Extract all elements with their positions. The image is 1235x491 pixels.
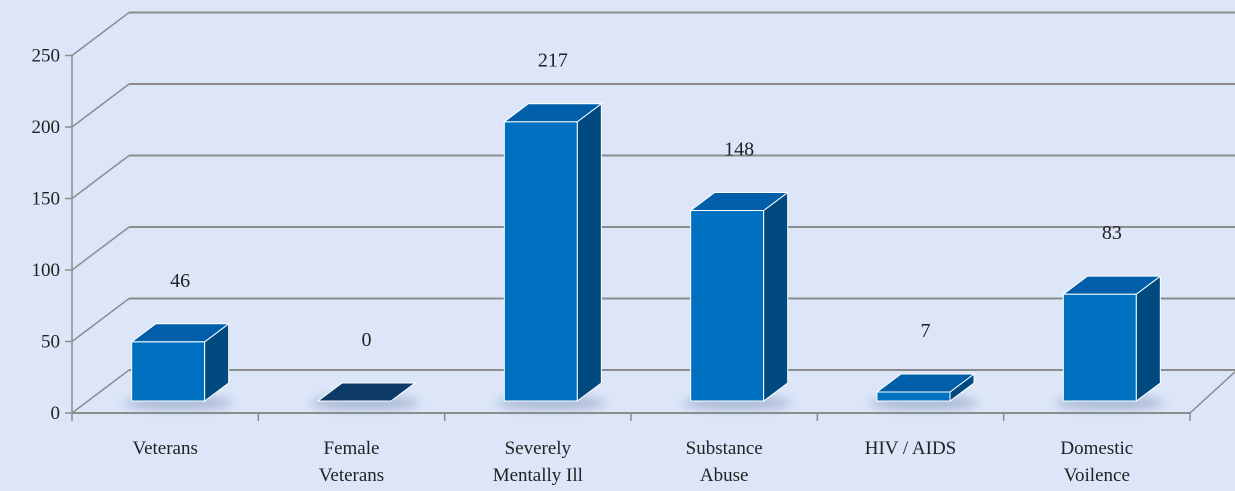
bar xyxy=(309,382,420,410)
bar xyxy=(682,191,792,410)
gridline-diagonal xyxy=(71,226,130,271)
x-tick-label: Veterans xyxy=(319,465,384,486)
bar xyxy=(123,322,233,410)
x-tick-label: Voilence xyxy=(1064,465,1130,486)
floor-right-edge xyxy=(1189,370,1235,414)
x-tick-label: Abuse xyxy=(700,465,749,486)
x-tick-label: Severely xyxy=(505,438,572,459)
axes xyxy=(65,54,1235,421)
x-tick-label: HIV / AIDS xyxy=(865,438,957,459)
bar-front-face xyxy=(690,210,765,402)
bar-top-face xyxy=(875,373,976,393)
gridline-diagonal xyxy=(71,83,130,128)
y-tick-label: 100 xyxy=(32,260,61,281)
data-label: 0 xyxy=(362,329,372,351)
x-tick-label: Female xyxy=(324,438,380,459)
y-tick-label: 200 xyxy=(32,117,61,138)
bar xyxy=(1055,275,1165,410)
bar xyxy=(868,372,979,410)
bar-side-face xyxy=(1135,275,1161,402)
x-tick-label: Domestic xyxy=(1060,438,1133,459)
gridlines xyxy=(71,11,1235,414)
data-label: 83 xyxy=(1102,222,1122,244)
bar-front-face xyxy=(1062,293,1137,402)
x-tick-label: Mentally Ill xyxy=(493,465,583,486)
bar-side-face xyxy=(763,191,789,402)
data-label: 7 xyxy=(921,320,931,342)
x-tick-label: Veterans xyxy=(132,438,197,459)
bar-front-face xyxy=(876,391,951,402)
gridline-diagonal xyxy=(71,154,130,200)
bar-top-face xyxy=(130,323,231,343)
gridline-diagonal xyxy=(71,369,130,414)
bar-front-face xyxy=(503,121,578,402)
gridline-diagonal xyxy=(71,11,130,57)
bar-top-face xyxy=(316,382,417,402)
y-tick-label: 0 xyxy=(51,403,61,424)
data-label: 148 xyxy=(724,139,754,161)
bar xyxy=(496,102,606,410)
bar-top-face xyxy=(1061,275,1162,295)
bars xyxy=(123,102,1165,410)
y-tick-label: 250 xyxy=(32,46,61,67)
labels: 0 50 100 150 200 250 46 Veterans 0 Female Veterans… xyxy=(32,46,1134,487)
bar-side-face xyxy=(576,102,602,402)
y-tick-label: 150 xyxy=(32,189,61,210)
y-tick-label: 50 xyxy=(41,332,60,353)
data-label: 217 xyxy=(538,50,568,72)
bar-front-face xyxy=(131,341,206,402)
data-label: 46 xyxy=(170,270,190,292)
bar-top-face xyxy=(689,192,790,212)
x-tick-label: Substance xyxy=(686,438,763,459)
bar-top-face xyxy=(502,103,603,123)
gridline-diagonal xyxy=(71,297,130,343)
